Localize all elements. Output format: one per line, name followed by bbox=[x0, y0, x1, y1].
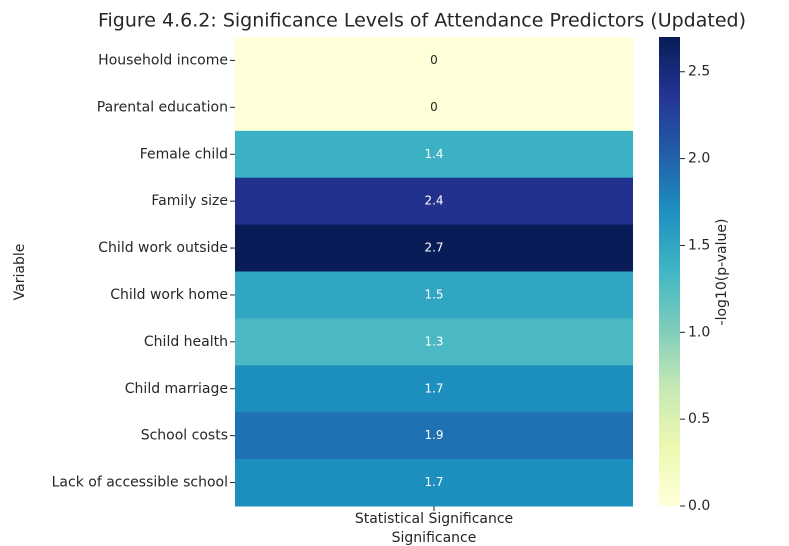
cell-value-label: 1.3 bbox=[424, 334, 443, 348]
cell-value-label: 1.4 bbox=[424, 147, 443, 161]
y-tick-label: Female child bbox=[140, 146, 228, 162]
heatmap-cell bbox=[235, 271, 633, 319]
cell-value-label: 1.7 bbox=[424, 381, 443, 395]
colorbar-tick-label: 0.0 bbox=[688, 498, 710, 514]
heatmap-cell bbox=[235, 224, 633, 272]
heatmap-cell bbox=[235, 130, 633, 179]
x-tick-label: Statistical Significance bbox=[355, 511, 513, 527]
colorbar-tick-label: 1.5 bbox=[688, 237, 710, 253]
colorbar-tick-label: 0.5 bbox=[688, 411, 710, 427]
y-tick-label: Child marriage bbox=[125, 381, 228, 397]
heatmap-cell bbox=[235, 459, 633, 507]
y-tick-label: Child work outside bbox=[98, 240, 228, 256]
y-tick-label: Parental education bbox=[97, 99, 228, 115]
colorbar-label: -log10(p-value) bbox=[714, 219, 730, 326]
y-axis-label: Variable bbox=[12, 244, 28, 301]
heatmap-cell bbox=[235, 177, 633, 226]
y-tick-label: Household income bbox=[98, 52, 228, 68]
colorbar-tick-label: 1.0 bbox=[688, 324, 710, 340]
y-tick-label: Child health bbox=[144, 334, 228, 350]
y-tick-label: School costs bbox=[141, 428, 228, 444]
heatmap-cell bbox=[235, 83, 633, 132]
cell-value-label: 1.7 bbox=[424, 475, 443, 489]
cell-value-label: 1.5 bbox=[424, 287, 443, 301]
y-tick-label: Lack of accessible school bbox=[52, 475, 228, 491]
heatmap-cell bbox=[235, 37, 633, 85]
cell-value-label: 2.7 bbox=[424, 241, 443, 255]
heatmap-cell bbox=[235, 318, 633, 366]
colorbar bbox=[659, 37, 680, 506]
cell-value-label: 0 bbox=[430, 53, 438, 67]
y-tick-label: Child work home bbox=[110, 287, 228, 303]
cell-value-label: 1.9 bbox=[424, 428, 443, 442]
colorbar-tick-label: 2.0 bbox=[688, 151, 710, 167]
heatmap-cell bbox=[235, 365, 633, 413]
cell-value-label: 0 bbox=[430, 100, 438, 114]
colorbar-tick-label: 2.5 bbox=[688, 64, 710, 80]
cell-value-label: 2.4 bbox=[424, 194, 443, 208]
heatmap-cell bbox=[235, 412, 633, 460]
x-axis-label: Significance bbox=[392, 530, 477, 546]
y-tick-label: Family size bbox=[151, 193, 228, 209]
chart-title: Figure 4.6.2: Significance Levels of Att… bbox=[98, 10, 746, 32]
